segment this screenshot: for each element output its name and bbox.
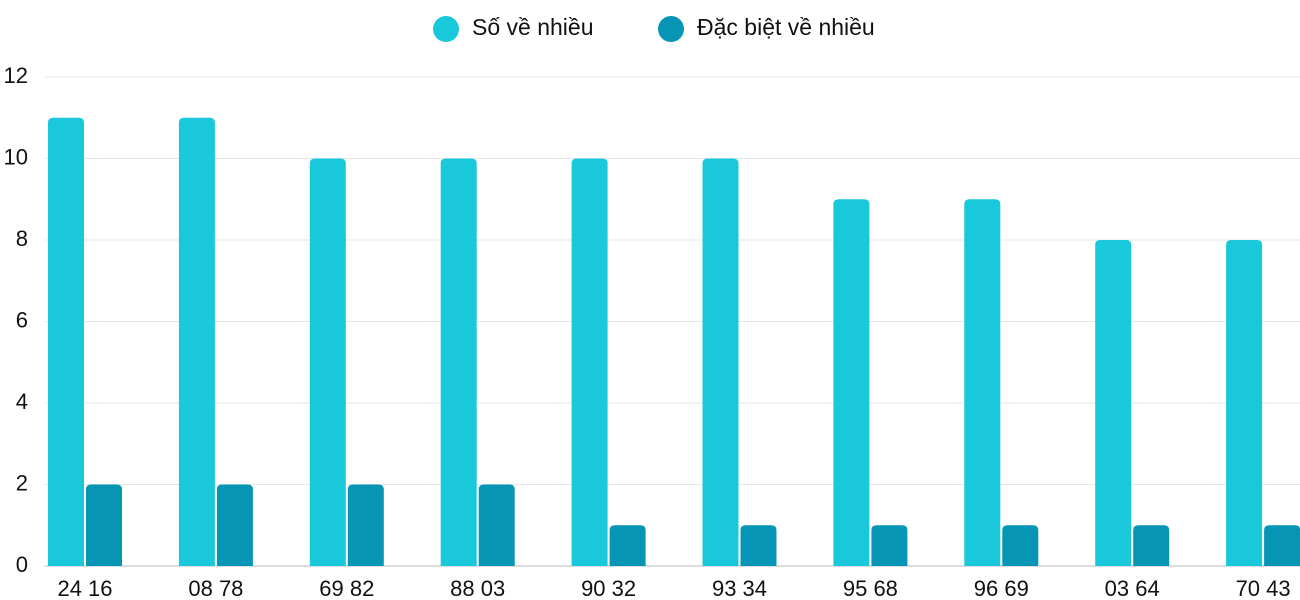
bar <box>1264 525 1300 566</box>
y-tick-label: 6 <box>16 307 28 332</box>
y-tick-label: 4 <box>16 389 28 414</box>
y-tick-label: 12 <box>4 63 28 88</box>
x-tick-label: 88 03 <box>450 576 505 600</box>
bar <box>740 525 777 566</box>
x-tick-label: 24 16 <box>57 576 112 600</box>
x-tick-label: 90 32 <box>581 576 636 600</box>
bar <box>1002 525 1039 566</box>
bar <box>216 484 253 566</box>
bar <box>478 484 515 566</box>
bar <box>86 484 122 566</box>
x-tick-label: 70 43 <box>1236 576 1291 600</box>
bar <box>964 199 1001 566</box>
legend-label: Số về nhiều <box>472 14 593 40</box>
bar <box>347 484 384 566</box>
y-tick-label: 2 <box>16 470 28 495</box>
bar <box>440 158 477 566</box>
bar <box>702 158 739 566</box>
y-tick-label: 0 <box>16 552 28 577</box>
x-tick-label: 03 64 <box>1105 576 1160 600</box>
bar <box>571 158 608 566</box>
bar <box>178 117 215 566</box>
legend-label: Đặc biệt về nhiều <box>697 14 875 40</box>
bar <box>309 158 346 566</box>
bar <box>1226 240 1263 566</box>
x-tick-label: 96 69 <box>974 576 1029 600</box>
legend-swatch <box>658 16 684 42</box>
bar <box>833 199 870 566</box>
x-tick-label: 95 68 <box>843 576 898 600</box>
legend: Số về nhiều Đặc biệt về nhiều <box>433 14 875 42</box>
bar <box>1095 240 1132 566</box>
y-tick-label: 8 <box>16 226 28 251</box>
bar <box>609 525 646 566</box>
bar <box>871 525 908 566</box>
x-tick-label: 69 82 <box>319 576 374 600</box>
x-tick-label: 93 34 <box>712 576 767 600</box>
x-tick-label: 08 78 <box>188 576 243 600</box>
legend-swatch <box>433 16 459 42</box>
y-tick-label: 10 <box>4 144 28 169</box>
bar <box>48 117 84 566</box>
bar <box>1133 525 1170 566</box>
